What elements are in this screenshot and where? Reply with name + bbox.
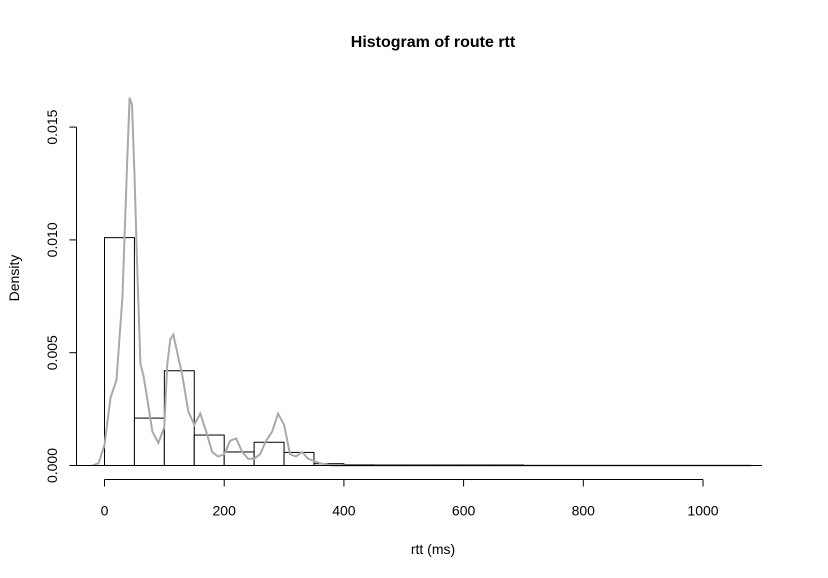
chart-title: Histogram of route rtt — [351, 34, 516, 51]
histogram-bar-5 — [253, 441, 285, 467]
histogram-bars — [104, 237, 524, 467]
y-tick-label-0: 0.000 — [44, 448, 60, 483]
x-tick-label-3: 600 — [452, 503, 476, 519]
y-tick-label-1: 0.005 — [44, 335, 60, 370]
x-axis-label: rtt (ms) — [411, 541, 455, 557]
x-axis: 0 200 400 600 800 1000 — [72, 465, 762, 519]
y-axis: 0.000 0.005 0.010 0.015 — [44, 109, 77, 483]
y-axis-label: Density — [6, 255, 22, 302]
x-tick-label-0: 0 — [101, 503, 109, 519]
x-tick-label-5: 1000 — [687, 503, 718, 519]
y-tick-label-2: 0.010 — [44, 222, 60, 257]
x-tick-label-1: 200 — [213, 503, 237, 519]
y-tick-label-3: 0.015 — [44, 109, 60, 144]
x-tick-label-4: 800 — [572, 503, 596, 519]
x-tick-label-2: 400 — [332, 503, 356, 519]
histogram-bar-2 — [163, 370, 195, 466]
